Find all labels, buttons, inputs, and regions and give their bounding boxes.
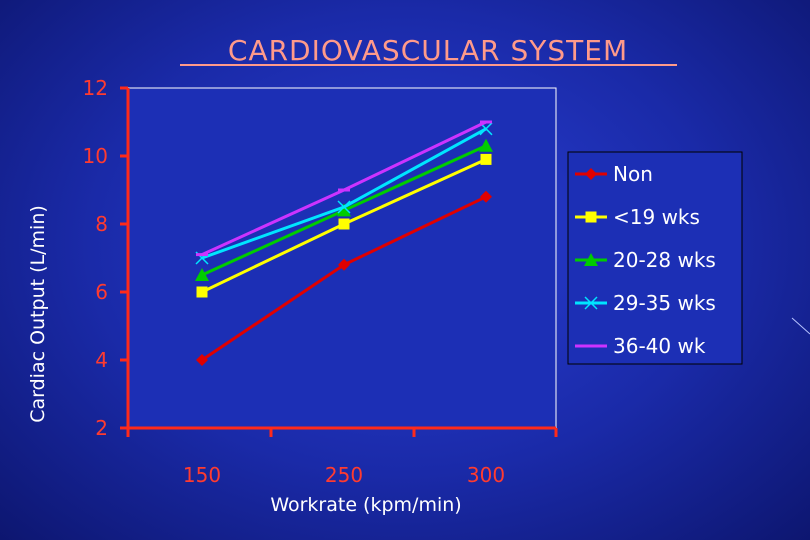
data-point [196,286,208,298]
legend-label: 36-40 wk [613,334,706,358]
legend-label: <19 wks [613,205,700,229]
legend-box [567,151,743,365]
y-axis-label: Cardiac Output (L/min) [27,205,49,423]
data-point [196,354,208,366]
legend-marker-stroke [584,296,598,310]
y-tick-label: 8 [95,212,108,236]
legend-label: 29-35 wks [613,291,716,315]
axes: 2 4 6 8 10 12 150 250 300 [83,76,558,487]
legend-marker [584,296,598,310]
data-point [480,153,492,165]
chart-title: CARDIOVASCULAR SYSTEM [228,34,628,67]
y-tick-label: 12 [83,76,108,100]
data-point [338,258,350,271]
x-axis-label: Workrate (kpm/min) [270,494,461,516]
y-tick-label: 4 [95,348,108,372]
data-point [480,190,492,203]
data-point [479,138,493,152]
decorative-line [791,317,810,335]
legend-label: 20-28 wks [613,248,716,272]
x-tick-label: 150 [183,463,221,487]
series-layer [195,120,493,366]
legend-label: Non [613,162,653,186]
data-point [195,268,209,281]
legend-marker [585,211,597,223]
y-tick-label: 6 [95,280,108,304]
y-tick-label: 2 [95,416,108,440]
legend-marker [584,253,598,266]
data-point [337,200,351,214]
data-point-stroke [337,200,351,214]
data-point [337,203,351,217]
data-point-stroke [479,122,493,136]
x-tick-label: 250 [325,463,363,487]
plot-area [127,87,557,429]
legend-marker [585,168,597,180]
data-point [338,218,350,230]
legend: Non <19 wks 20-28 wks 29-35 wks 36-40 wk [567,151,743,365]
y-tick-label: 10 [83,144,108,168]
x-tick-label: 300 [467,463,505,487]
